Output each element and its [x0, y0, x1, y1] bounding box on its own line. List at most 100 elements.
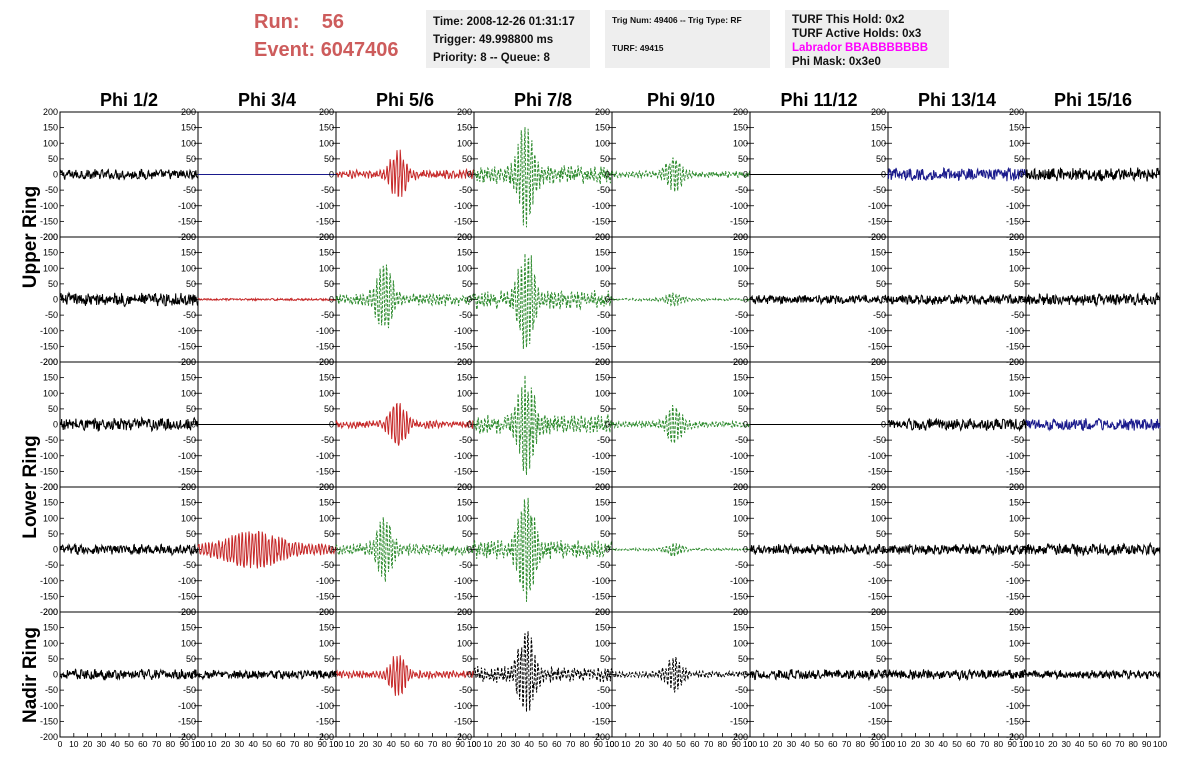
y-tick-label: -100 — [316, 451, 334, 461]
y-tick-label: -50 — [873, 560, 886, 570]
x-tick-label: 0 — [1024, 739, 1029, 749]
y-tick-label: 200 — [319, 607, 334, 617]
y-tick-label: 150 — [595, 248, 610, 258]
y-tick-label: 100 — [733, 263, 748, 273]
y-tick-label: -50 — [735, 185, 748, 195]
y-tick-label: 100 — [595, 388, 610, 398]
y-tick-label: -50 — [321, 560, 334, 570]
y-tick-label: 150 — [871, 623, 886, 633]
y-tick-label: 100 — [319, 263, 334, 273]
y-tick-label: 150 — [1009, 123, 1024, 133]
y-tick-label: -200 — [178, 732, 196, 742]
waveform-trace — [473, 253, 613, 350]
event-label: Event: — [254, 39, 316, 61]
y-tick-label: 50 — [738, 404, 748, 414]
y-tick-label: -150 — [454, 716, 472, 726]
x-tick-label: 50 — [814, 739, 824, 749]
y-tick-label: 150 — [319, 373, 334, 383]
y-tick-label: 0 — [881, 420, 886, 430]
y-tick-label: 100 — [871, 513, 886, 523]
y-tick-label: 200 — [457, 607, 472, 617]
y-tick-label: 200 — [871, 482, 886, 492]
y-tick-label: 200 — [181, 607, 196, 617]
y-tick-label: 50 — [462, 279, 472, 289]
column-label: Phi 7/8 — [514, 90, 572, 110]
waveform-trace — [335, 149, 475, 197]
y-tick-label: 100 — [595, 263, 610, 273]
y-tick-label: 100 — [181, 263, 196, 273]
time-info-box: Time: 2008-12-26 01:31:17 Trigger: 49.99… — [426, 10, 590, 68]
y-tick-label: -200 — [40, 357, 58, 367]
y-tick-label: -100 — [40, 701, 58, 711]
x-tick-label: 40 — [248, 739, 258, 749]
y-tick-label: 200 — [319, 482, 334, 492]
x-tick-label: 70 — [290, 739, 300, 749]
y-tick-label: 150 — [457, 373, 472, 383]
y-tick-label: 150 — [733, 498, 748, 508]
y-tick-label: 150 — [43, 248, 58, 258]
x-tick-label: 60 — [966, 739, 976, 749]
y-tick-label: -150 — [178, 591, 196, 601]
x-tick-label: 30 — [1061, 739, 1071, 749]
y-tick-label: 200 — [1009, 357, 1024, 367]
y-tick-label: -50 — [1011, 685, 1024, 695]
y-tick-label: 0 — [605, 545, 610, 555]
waveform-trace — [59, 668, 199, 681]
waveform-trace — [749, 542, 889, 556]
y-tick-label: 50 — [186, 529, 196, 539]
y-tick-label: 0 — [605, 295, 610, 305]
y-tick-label: 150 — [733, 123, 748, 133]
y-tick-label: 150 — [871, 248, 886, 258]
x-tick-label: 50 — [1088, 739, 1098, 749]
y-tick-label: -100 — [178, 326, 196, 336]
y-tick-label: 100 — [595, 638, 610, 648]
waveform-trace — [473, 127, 613, 228]
x-tick-label: 20 — [1048, 739, 1058, 749]
y-tick-label: 100 — [1009, 513, 1024, 523]
x-tick-label: 90 — [1142, 739, 1152, 749]
column-label: Phi 11/12 — [780, 90, 857, 110]
y-tick-label: 150 — [457, 248, 472, 258]
y-tick-label: 100 — [733, 388, 748, 398]
turf-active-holds-text: TURF Active Holds: 0x3 — [792, 28, 922, 40]
column-label: Phi 5/6 — [376, 90, 434, 110]
y-tick-label: -50 — [873, 685, 886, 695]
y-tick-label: -150 — [178, 341, 196, 351]
y-tick-label: -100 — [454, 451, 472, 461]
y-tick-label: 100 — [871, 263, 886, 273]
y-tick-label: -150 — [40, 466, 58, 476]
y-tick-label: -100 — [1006, 576, 1024, 586]
y-tick-label: -200 — [40, 232, 58, 242]
y-tick-label: -100 — [316, 326, 334, 336]
y-tick-label: -200 — [1006, 732, 1024, 742]
y-tick-label: 0 — [1019, 545, 1024, 555]
waveform-trace — [59, 291, 199, 308]
y-tick-label: -50 — [321, 310, 334, 320]
y-tick-label: 0 — [53, 545, 58, 555]
x-tick-label: 100 — [467, 739, 481, 749]
y-tick-label: 200 — [1009, 482, 1024, 492]
y-tick-label: -150 — [1006, 216, 1024, 226]
x-tick-label: 80 — [580, 739, 590, 749]
y-tick-label: -150 — [1006, 591, 1024, 601]
y-tick-label: -50 — [873, 310, 886, 320]
y-tick-label: 50 — [324, 529, 334, 539]
y-tick-label: 50 — [48, 404, 58, 414]
y-tick-label: 200 — [43, 232, 58, 242]
y-tick-label: 150 — [319, 623, 334, 633]
y-tick-label: 200 — [595, 607, 610, 617]
x-tick-label: 70 — [428, 739, 438, 749]
y-tick-label: 100 — [181, 388, 196, 398]
row-label: Lower Ring — [20, 435, 41, 538]
y-tick-label: 100 — [1009, 138, 1024, 148]
y-tick-label: 200 — [457, 357, 472, 367]
waveform-trace — [1025, 167, 1161, 182]
y-tick-label: -100 — [730, 201, 748, 211]
x-tick-label: 20 — [911, 739, 921, 749]
event-row: Event: 6047406 — [254, 36, 419, 64]
x-tick-label: 80 — [1128, 739, 1138, 749]
y-tick-label: 150 — [1009, 373, 1024, 383]
y-tick-label: -150 — [868, 716, 886, 726]
y-tick-label: 0 — [53, 170, 58, 180]
x-tick-label: 80 — [994, 739, 1004, 749]
